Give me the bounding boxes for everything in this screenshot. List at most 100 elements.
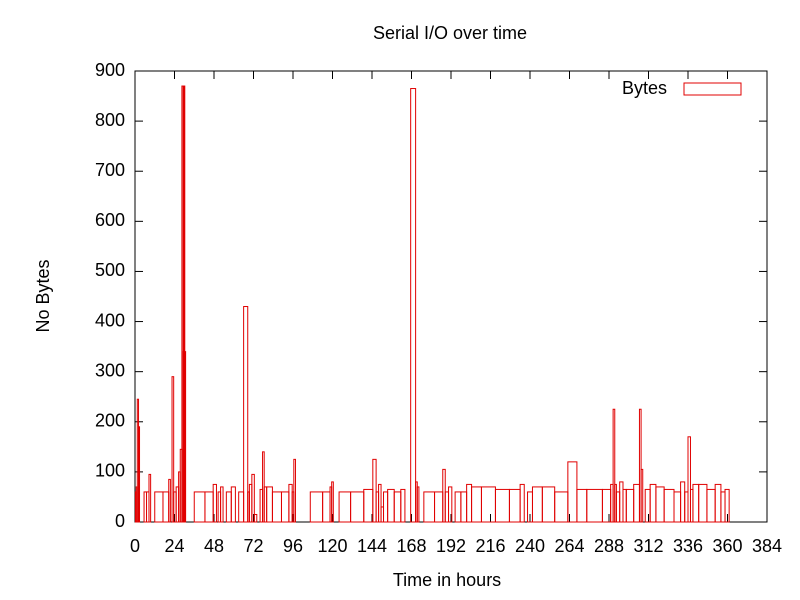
bar (494, 488, 510, 523)
bar (220, 486, 224, 523)
bar (148, 473, 152, 523)
bar (680, 481, 686, 523)
bar (423, 491, 436, 523)
x-axis-label: Time in hours (393, 570, 501, 590)
bar (655, 486, 665, 523)
bar (554, 491, 569, 523)
bar (531, 486, 543, 523)
bar (612, 408, 616, 523)
bar (519, 483, 525, 523)
y-axis-label: No Bytes (33, 259, 53, 332)
bar (434, 491, 444, 523)
bar (633, 483, 640, 523)
bar (724, 488, 730, 523)
bar (138, 426, 141, 523)
bar (168, 478, 171, 523)
bar (692, 483, 700, 523)
x-tick-label: 336 (673, 536, 703, 556)
bar (322, 491, 331, 523)
bar (706, 488, 716, 523)
y-tick-label: 300 (95, 360, 125, 380)
bar (238, 491, 245, 523)
bar (638, 408, 642, 523)
bar (363, 488, 374, 523)
bar (640, 468, 644, 523)
y-tick-label: 100 (95, 461, 125, 481)
bar (644, 488, 651, 523)
bar (181, 85, 184, 523)
bar (460, 491, 468, 523)
x-tick-label: 144 (357, 536, 387, 556)
bar (663, 488, 675, 523)
x-tick-label: 120 (317, 536, 347, 556)
bar (331, 481, 334, 523)
x-tick-label: 264 (554, 536, 584, 556)
bar (625, 488, 635, 523)
bar (673, 491, 682, 523)
bar (471, 486, 482, 523)
bar (266, 486, 273, 523)
bar (576, 488, 588, 523)
bar (714, 483, 722, 523)
x-tick-label: 96 (283, 536, 303, 556)
x-tick-label: 168 (396, 536, 426, 556)
bar (541, 486, 556, 523)
x-tick-label: 0 (130, 536, 140, 556)
y-tick-label: 800 (95, 110, 125, 130)
bar (171, 376, 175, 523)
bar (293, 458, 296, 523)
chart-title: Serial I/O over time (373, 23, 527, 43)
bar (162, 491, 170, 523)
bar (338, 491, 352, 523)
y-tick-label: 500 (95, 260, 125, 280)
bar (508, 488, 521, 523)
bar (393, 491, 402, 523)
x-tick-label: 360 (712, 536, 742, 556)
bar (154, 491, 164, 523)
bar (280, 491, 290, 523)
x-tick-label: 48 (204, 536, 224, 556)
bar (193, 491, 206, 523)
bar (383, 491, 389, 523)
y-tick-label: 600 (95, 210, 125, 230)
bar (230, 486, 236, 523)
bar (698, 483, 708, 523)
bar (400, 488, 406, 523)
bar (448, 486, 453, 523)
bar (687, 436, 691, 523)
bar (271, 491, 282, 523)
y-tick-label: 400 (95, 310, 125, 330)
x-tick-label: 72 (243, 536, 263, 556)
x-tick-label: 288 (594, 536, 624, 556)
x-tick-label: 216 (475, 536, 505, 556)
bar (253, 513, 258, 523)
bar (372, 458, 377, 523)
plot-frame (134, 70, 768, 523)
x-tick-label: 312 (633, 536, 663, 556)
bar (649, 483, 657, 523)
x-tick-label: 240 (515, 536, 545, 556)
bar (378, 483, 382, 523)
bar (184, 351, 187, 523)
bar (466, 483, 473, 523)
bar (350, 491, 365, 523)
bar (567, 461, 578, 523)
bar (416, 486, 420, 523)
bar (720, 491, 726, 523)
y-tick-label: 200 (95, 411, 125, 431)
x-tick-label: 384 (752, 536, 782, 556)
bar (309, 491, 324, 523)
bar (243, 306, 249, 523)
bar (586, 488, 603, 523)
bar (204, 491, 214, 523)
y-tick-label: 700 (95, 160, 125, 180)
bar (212, 483, 217, 523)
legend-swatch (683, 82, 742, 96)
x-tick-label: 24 (164, 536, 184, 556)
bar (387, 488, 395, 523)
y-tick-label: 0 (115, 511, 125, 531)
bar (225, 491, 232, 523)
y-tick-label: 900 (95, 60, 125, 80)
